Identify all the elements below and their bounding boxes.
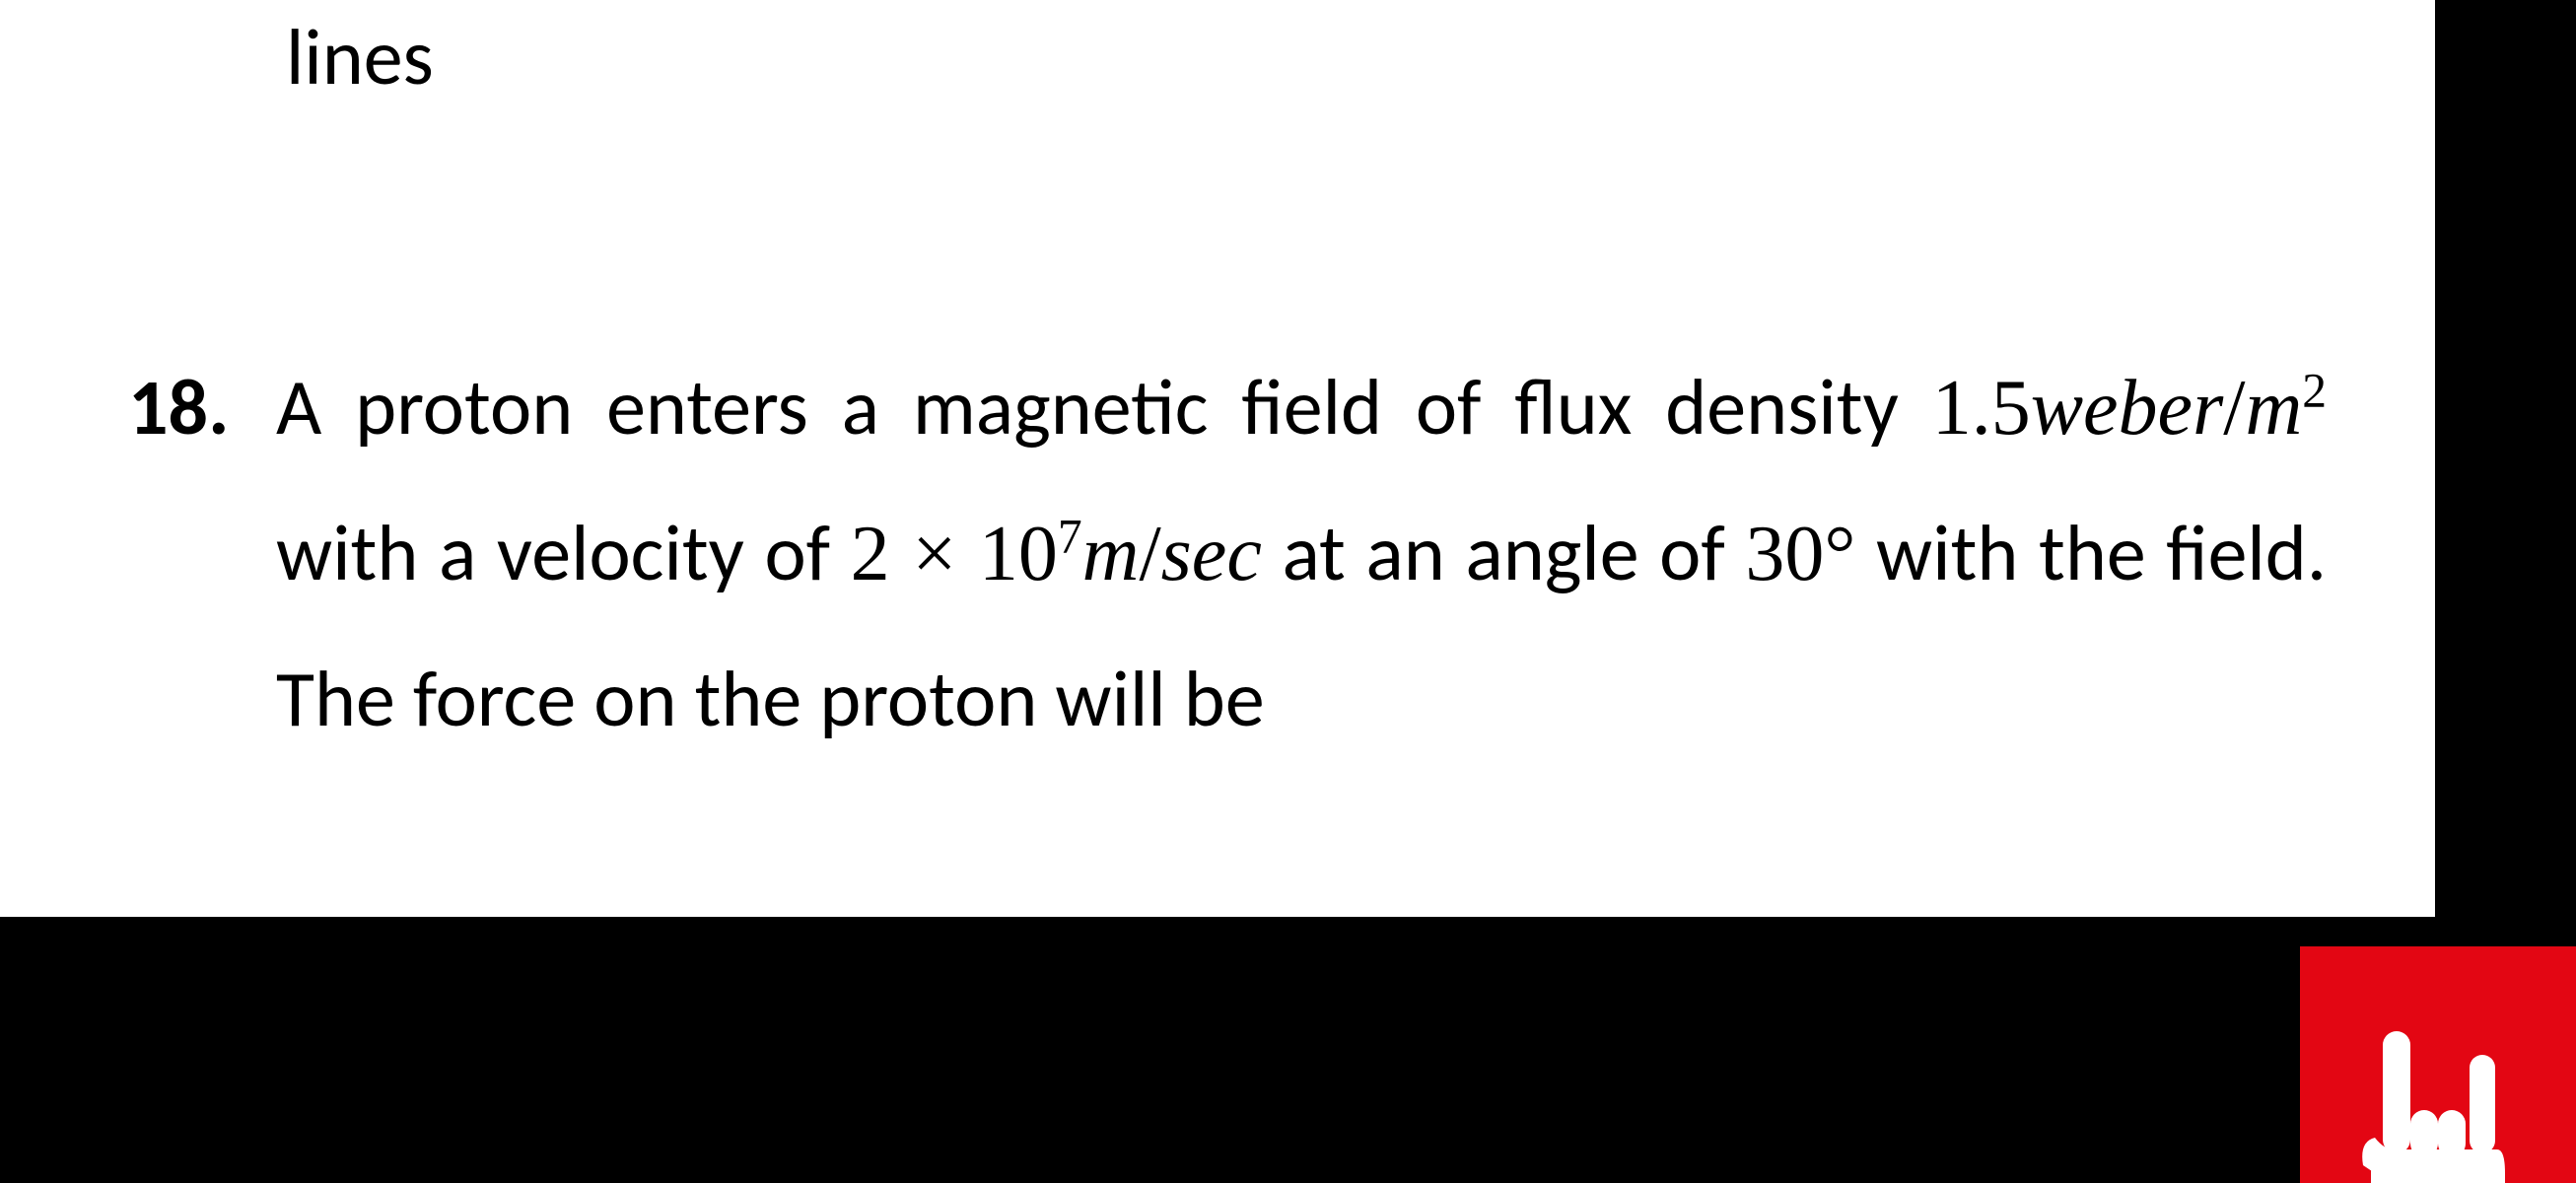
question-text: A proton enters a magnetic field of flux… <box>276 335 2327 773</box>
logo-tile[interactable] <box>2300 946 2576 1183</box>
q-line3-c: with <box>1855 506 2018 601</box>
flux-unit-weber: weber <box>2031 365 2224 452</box>
q-line1: A proton enters a magnetic field of flux <box>276 360 1632 455</box>
vel-prefix: 2 × 10 <box>851 511 1058 597</box>
angle-value: 30 <box>1745 511 1824 597</box>
page-root: lines 18.A proton enters a magnetic fiel… <box>0 0 2576 1183</box>
flux-unit-slash: / <box>2223 365 2245 452</box>
q-line3-b: at an angle of <box>1262 506 1746 601</box>
vel-unit-sec: sec <box>1161 511 1262 597</box>
rock-hand-icon <box>2310 1015 2566 1183</box>
vel-unit-slash: / <box>1139 511 1160 597</box>
question-18: 18.A proton enters a magnetic field of f… <box>128 335 2356 773</box>
q-line2-b: with a velocity of <box>276 506 830 601</box>
flux-unit-sup: 2 <box>2302 363 2327 417</box>
question-number: 18. <box>128 335 276 481</box>
angle-deg: ° <box>1824 511 1855 597</box>
previous-line-fragment: lines <box>286 10 434 105</box>
flux-value: 1.5 <box>1932 365 2031 452</box>
bottom-bar <box>0 917 2576 1183</box>
q-line2-a: density <box>1665 360 1931 455</box>
vel-exp: 7 <box>1058 509 1082 563</box>
flux-unit-m: m <box>2245 365 2302 452</box>
document-panel: lines 18.A proton enters a magnetic fiel… <box>0 0 2445 917</box>
vel-unit-m: m <box>1082 511 1140 597</box>
